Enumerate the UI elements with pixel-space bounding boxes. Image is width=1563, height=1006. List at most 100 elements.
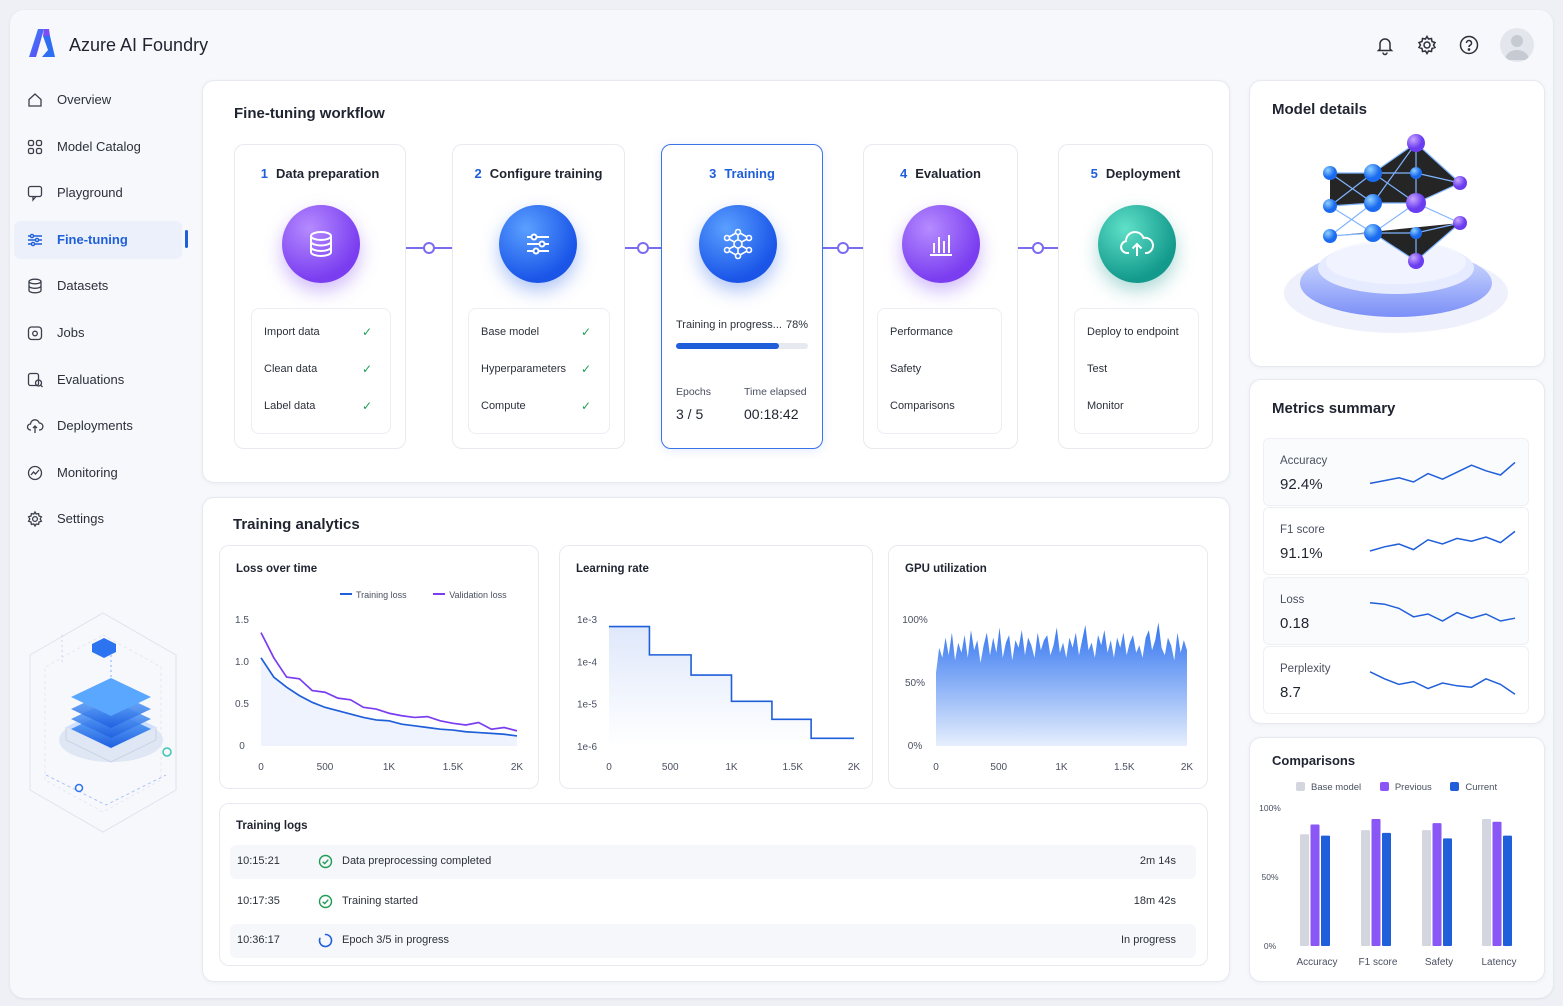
sidebar-item-label: Evaluations — [57, 371, 125, 387]
x-tick-label: 1K — [383, 762, 396, 773]
chart-title: GPU utilization — [905, 563, 987, 575]
sliders-icon — [499, 205, 577, 283]
legend-item: Base model — [1311, 782, 1362, 793]
database-icon — [282, 205, 360, 283]
x-tick-label: 2K — [1181, 762, 1194, 773]
metric-value: 92.4% — [1280, 476, 1323, 493]
x-tick-label: 0 — [606, 762, 612, 773]
briefcase-icon — [27, 326, 43, 341]
database-icon — [28, 278, 42, 294]
sidebar-item-label: Playground — [57, 185, 123, 201]
legend-item: Training loss — [356, 590, 407, 600]
model-details-title: Model details — [1272, 101, 1368, 118]
metric-f1-score[interactable]: F1 score 91.1% — [1263, 507, 1529, 576]
sparkline — [1369, 671, 1516, 695]
monitor-icon — [27, 465, 43, 480]
sparkline — [1369, 601, 1516, 622]
comparisons-bar-chart: 100% 50% 0% Accuracy F1 score Safety Latency — [1259, 803, 1516, 968]
comparisons-title: Comparisons — [1272, 753, 1356, 768]
check-icon: ✓ — [361, 325, 372, 339]
step-title: Training — [724, 166, 775, 181]
log-message: Training started — [342, 895, 419, 907]
sidebar-item-label: Deployments — [57, 418, 133, 434]
bar-chart-icon — [902, 205, 980, 283]
legend-swatch — [340, 593, 352, 595]
step-data-preparation[interactable]: 1 Data preparation Import data ✓ Clean dat… — [234, 144, 406, 449]
sidebar-item-label: Jobs — [57, 325, 85, 340]
log-message: Data preprocessing completed — [342, 855, 492, 867]
metric-label: Perplexity — [1280, 662, 1331, 675]
step-checklist: Base model ✓ Hyperparameters ✓ Compute ✓ — [468, 308, 610, 434]
log-time: 10:17:35 — [237, 895, 280, 907]
epochs-label: Epochs — [676, 386, 712, 398]
sidebar-item-label: Datasets — [57, 278, 109, 294]
gpu-utilization-plot: 100% 50% 0% 0 500 1K 1.5K 2K — [902, 615, 1194, 773]
bar-base-model — [1422, 830, 1431, 946]
x-tick-label: 2K — [848, 762, 861, 773]
checklist-item: Monitor — [1087, 400, 1124, 412]
step-configure-training[interactable]: 2 Configure training Base model ✓ Hyperpar… — [452, 144, 625, 449]
sidebar-item-model-catalog[interactable]: Model Catalog — [14, 128, 182, 166]
sidebar-item-overview[interactable]: Overview — [14, 81, 182, 119]
x-tick-label: 500 — [662, 762, 679, 773]
x-tick-label: 0 — [258, 762, 264, 773]
step-number: 2 — [474, 166, 482, 181]
log-row[interactable]: 10:36:17 Epoch 3/5 in progress In progre… — [230, 924, 1196, 958]
time-elapsed-label: Time elapsed — [744, 386, 807, 398]
metric-loss[interactable]: Loss 0.18 — [1263, 576, 1529, 645]
grid-icon — [27, 139, 43, 154]
sidebar-item-fine-tuning[interactable]: Fine-tuning — [14, 220, 182, 259]
gpu-utilization-area — [936, 622, 1187, 746]
progress-label: Training in progress... — [676, 319, 782, 331]
step-title: Data preparation — [275, 166, 380, 181]
bell-icon[interactable] — [1374, 34, 1396, 56]
training-logs-card: Training logs 10:15:21 Data preprocessin… — [219, 803, 1208, 966]
connector-node — [837, 242, 849, 254]
step-training[interactable]: 3 Training Training in progress... 78% Ep… — [661, 144, 823, 449]
legend-item: Validation loss — [449, 590, 507, 600]
step-evaluation[interactable]: 4 Evaluation Performance Safety Compariso… — [863, 144, 1018, 449]
sidebar-item-deployments[interactable]: Deployments — [14, 407, 182, 445]
log-duration: 2m 14s — [1139, 855, 1176, 867]
user-avatar[interactable] — [1500, 28, 1534, 62]
sidebar-item-monitoring[interactable]: Monitoring — [14, 454, 182, 492]
help-icon[interactable] — [1458, 34, 1480, 56]
check-icon: ✓ — [361, 362, 372, 376]
step-number: 5 — [1090, 166, 1098, 181]
gear-icon[interactable] — [1416, 34, 1438, 56]
connector-node — [1032, 242, 1044, 254]
sparkline — [1369, 531, 1516, 553]
x-tick-label: 0 — [933, 762, 939, 773]
sidebar-item-jobs[interactable]: Jobs — [14, 314, 182, 352]
cloud-upload-icon — [1098, 205, 1176, 283]
y-tick-label: 50% — [905, 678, 925, 689]
sidebar-item-label: Overview — [57, 92, 112, 107]
checklist-item: Test — [1087, 363, 1108, 375]
log-row[interactable]: 10:15:21 Data preprocessing completed 2m… — [230, 845, 1196, 879]
metric-label: Loss — [1280, 593, 1305, 606]
metric-perplexity[interactable]: Perplexity 8.7 — [1263, 645, 1529, 714]
check-icon: ✓ — [580, 325, 591, 339]
x-tick-label: Safety — [1425, 957, 1453, 968]
loss-chart-plot: 1.5 1.0 0.5 0 0 500 1K 1.5K 2K — [235, 615, 524, 773]
legend-swatch — [433, 593, 446, 595]
stack-illustration — [29, 612, 177, 833]
y-tick-label: 100% — [902, 615, 928, 626]
log-message: Epoch 3/5 in progress — [342, 934, 450, 946]
legend-swatch — [1296, 782, 1305, 791]
step-checklist: Import data ✓ Clean data ✓ Label data ✓ — [251, 308, 391, 434]
gpu-utilization-card: GPU utilization 100% 50% 0% 0 500 1K 1.5K 2K — [888, 545, 1208, 789]
x-tick-label: 2K — [511, 762, 524, 773]
legend-swatch — [1379, 782, 1389, 791]
sidebar-item-evaluations[interactable]: Evaluations — [14, 361, 182, 399]
time-elapsed-value: 00:18:42 — [744, 406, 799, 422]
step-deployment[interactable]: 5 Deployment Deploy to endpoint Test Moni… — [1058, 144, 1213, 449]
sidebar-item-playground[interactable]: Playground — [14, 174, 182, 212]
checklist-item: Base model — [481, 326, 540, 338]
sidebar-item-settings[interactable]: Settings — [14, 500, 182, 538]
progress-track — [676, 343, 808, 349]
metric-accuracy[interactable]: Accuracy 92.4% — [1263, 438, 1529, 506]
log-row[interactable]: 10:17:35 Training started 18m 42s — [230, 885, 1196, 919]
sidebar-item-datasets[interactable]: Datasets — [14, 267, 182, 305]
learning-rate-plot: 1e-3 1e-4 1e-5 1e-6 0 500 1K 1.5K 2K — [577, 615, 861, 773]
